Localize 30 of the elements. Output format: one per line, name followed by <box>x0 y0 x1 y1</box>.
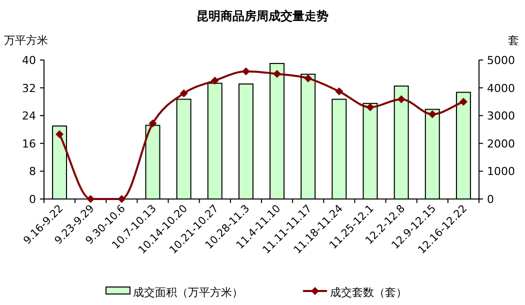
y-axis-title: 万平方米 <box>4 34 48 47</box>
y2-tick-label: 3000 <box>487 110 515 123</box>
point <box>304 74 312 82</box>
y2-tick-label: 0 <box>487 193 494 206</box>
point <box>118 195 126 203</box>
point <box>56 130 64 138</box>
y-tick-label: 8 <box>29 165 36 178</box>
y2-tick-label: 1000 <box>487 165 515 178</box>
y2-tick-label: 4000 <box>487 82 515 95</box>
y-tick-label: 32 <box>22 82 36 95</box>
chart-title: 昆明商品房周成交量走势 <box>196 9 328 23</box>
y-tick-label: 16 <box>22 137 36 150</box>
point <box>428 110 436 118</box>
point <box>180 89 188 98</box>
point <box>148 119 157 128</box>
y2-axis-title: 套 <box>508 34 519 47</box>
y-tick-label: 24 <box>22 110 36 123</box>
y2-tick-label: 2000 <box>487 137 515 150</box>
legend-label: 成交面积（万平方米） <box>133 286 243 299</box>
point <box>459 98 468 106</box>
point <box>242 67 250 76</box>
point <box>397 95 406 104</box>
point <box>335 87 344 96</box>
point <box>366 103 374 112</box>
y-tick-label: 0 <box>29 193 36 206</box>
y-tick-label: 40 <box>22 54 36 67</box>
point <box>210 76 219 85</box>
legend-label: 成交套数（套） <box>330 286 407 299</box>
point <box>273 70 282 78</box>
y2-tick-label: 5000 <box>487 54 515 67</box>
